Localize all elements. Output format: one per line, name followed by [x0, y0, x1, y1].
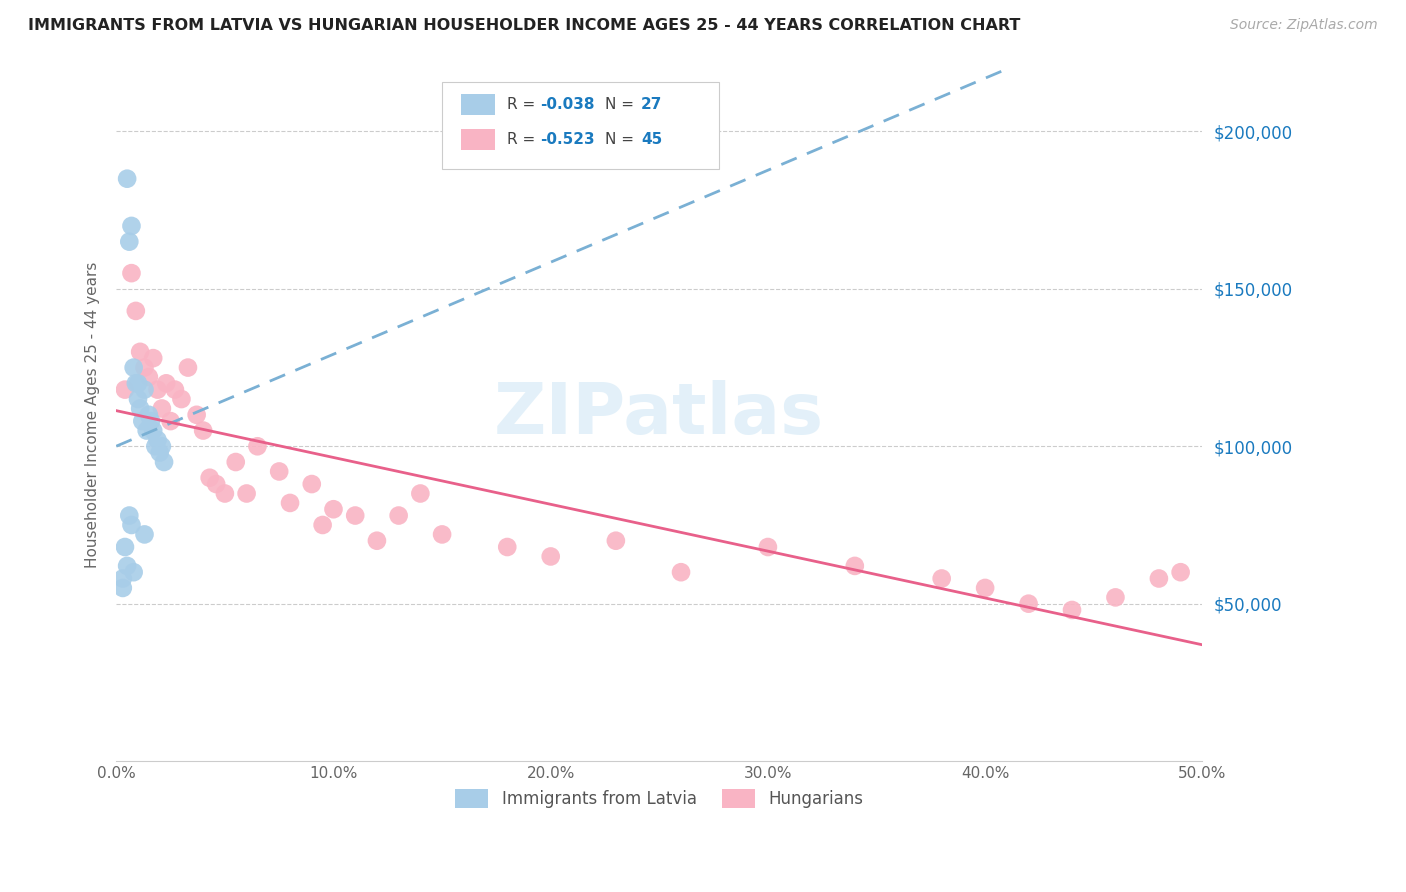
Point [155, 376, 177, 391]
Point [225, 455, 247, 469]
Text: ZIPatlas: ZIPatlas [495, 380, 824, 450]
Point [115, 558, 138, 573]
Point [118, 508, 141, 523]
Point [134, 383, 156, 397]
Text: 27: 27 [641, 97, 662, 112]
Point [122, 565, 145, 579]
Point [121, 266, 143, 280]
Point [163, 383, 186, 397]
Point [121, 518, 143, 533]
Point [150, 401, 173, 416]
Point [139, 414, 162, 428]
Point [138, 408, 160, 422]
Point [177, 360, 200, 375]
Point [145, 439, 167, 453]
Point [756, 540, 779, 554]
Point [278, 496, 301, 510]
Point [430, 527, 453, 541]
Point [138, 370, 160, 384]
Point [844, 558, 866, 573]
Point [186, 408, 208, 422]
Text: -0.038: -0.038 [540, 97, 595, 112]
Point [125, 376, 148, 391]
FancyBboxPatch shape [461, 95, 495, 115]
Point [605, 533, 627, 548]
Point [344, 508, 367, 523]
Point [931, 572, 953, 586]
FancyBboxPatch shape [461, 128, 495, 150]
Point [191, 424, 214, 438]
Point [322, 502, 344, 516]
Y-axis label: Householder Income Ages 25 - 44 years: Householder Income Ages 25 - 44 years [86, 261, 100, 568]
Text: Source: ZipAtlas.com: Source: ZipAtlas.com [1230, 18, 1378, 32]
Point [301, 477, 323, 491]
Point [149, 445, 172, 459]
Point [1147, 572, 1170, 586]
Text: R =: R = [508, 132, 540, 146]
Point [246, 439, 269, 453]
Point [214, 486, 236, 500]
Point [150, 439, 173, 453]
Point [366, 533, 388, 548]
Point [142, 351, 165, 365]
Point [170, 392, 193, 406]
Point [127, 392, 149, 406]
Point [1060, 603, 1083, 617]
Point [115, 171, 138, 186]
Point [388, 508, 411, 523]
Point [125, 304, 148, 318]
Point [159, 414, 181, 428]
Text: N =: N = [605, 132, 638, 146]
Point [129, 401, 152, 416]
Point [142, 424, 165, 438]
Point [111, 572, 134, 586]
Point [235, 486, 257, 500]
Point [1018, 597, 1040, 611]
Point [409, 486, 432, 500]
Point [129, 344, 152, 359]
Point [974, 581, 997, 595]
Point [127, 376, 149, 391]
Point [134, 360, 156, 375]
Point [269, 465, 291, 479]
FancyBboxPatch shape [441, 82, 718, 169]
Legend: Immigrants from Latvia, Hungarians: Immigrants from Latvia, Hungarians [449, 782, 870, 815]
Point [146, 433, 169, 447]
Point [114, 540, 136, 554]
Point [114, 383, 136, 397]
Text: R =: R = [508, 97, 540, 112]
Point [198, 471, 221, 485]
Point [122, 360, 145, 375]
Point [134, 527, 156, 541]
Point [118, 235, 141, 249]
Point [1104, 591, 1126, 605]
Point [540, 549, 562, 564]
Text: N =: N = [605, 97, 638, 112]
Point [135, 424, 157, 438]
Text: IMMIGRANTS FROM LATVIA VS HUNGARIAN HOUSEHOLDER INCOME AGES 25 - 44 YEARS CORREL: IMMIGRANTS FROM LATVIA VS HUNGARIAN HOUS… [28, 18, 1021, 33]
Point [669, 565, 692, 579]
Point [111, 581, 134, 595]
Point [205, 477, 228, 491]
Point [496, 540, 519, 554]
Point [311, 518, 333, 533]
Point [131, 414, 153, 428]
Point [121, 219, 143, 233]
Point [1170, 565, 1192, 579]
Text: -0.523: -0.523 [540, 132, 595, 146]
Point [153, 455, 176, 469]
Point [146, 383, 169, 397]
Text: 45: 45 [641, 132, 662, 146]
